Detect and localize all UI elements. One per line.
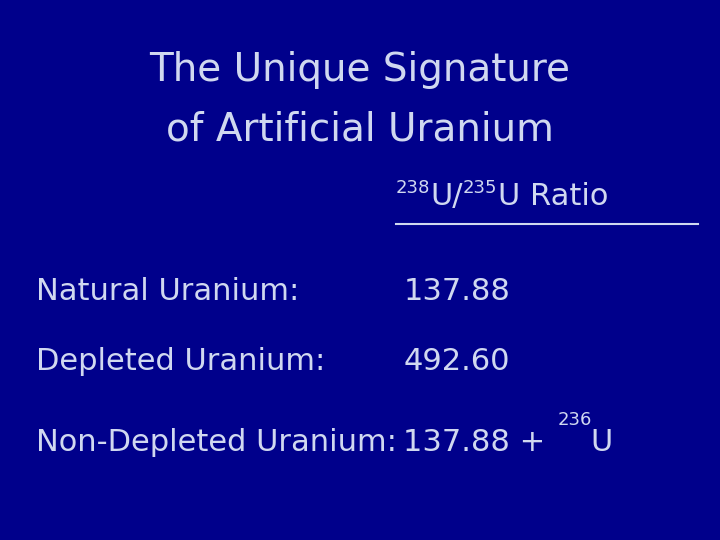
Text: Natural Uranium:: Natural Uranium: <box>36 277 300 306</box>
Text: U: U <box>590 428 613 457</box>
Text: 238: 238 <box>396 179 431 197</box>
Text: 236: 236 <box>558 411 593 429</box>
Text: Non-Depleted Uranium:: Non-Depleted Uranium: <box>36 428 397 457</box>
Text: U Ratio: U Ratio <box>498 181 608 211</box>
Text: 137.88: 137.88 <box>403 277 510 306</box>
Text: of Artificial Uranium: of Artificial Uranium <box>166 111 554 148</box>
Text: Depleted Uranium:: Depleted Uranium: <box>36 347 325 376</box>
Text: 137.88 +: 137.88 + <box>403 428 555 457</box>
Text: U/: U/ <box>431 181 463 211</box>
Text: 492.60: 492.60 <box>403 347 510 376</box>
Text: The Unique Signature: The Unique Signature <box>150 51 570 89</box>
Text: 235: 235 <box>463 179 498 197</box>
